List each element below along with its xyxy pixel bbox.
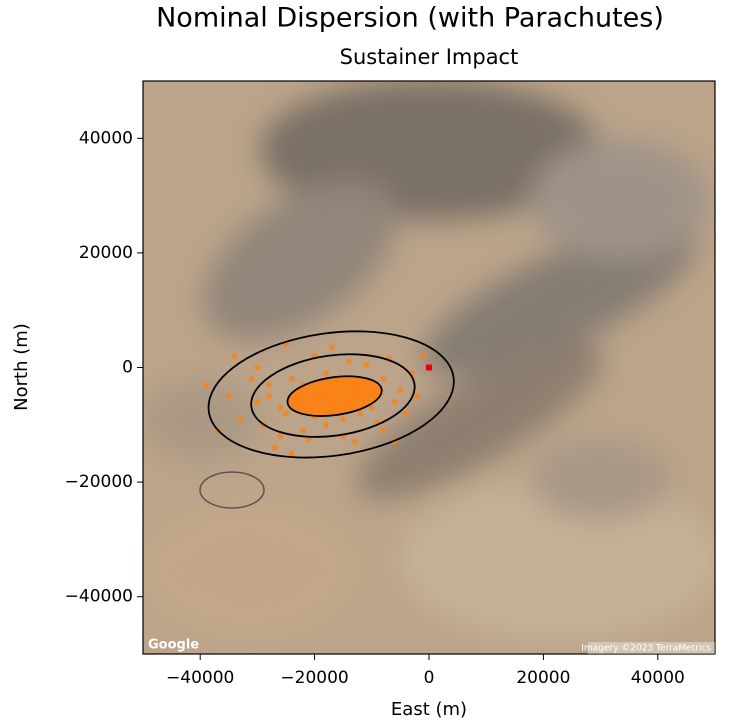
map-credit: Google: [148, 638, 199, 653]
y-tick-label: −20000: [65, 472, 133, 492]
impact-point: [323, 421, 330, 428]
map-background: [143, 81, 715, 654]
impact-point: [380, 375, 387, 382]
impact-point: [340, 416, 347, 423]
impact-point: [328, 344, 335, 351]
impact-point: [237, 416, 244, 423]
impact-point: [368, 404, 375, 411]
impact-point: [225, 393, 232, 400]
dispersion-ellipse: [286, 375, 383, 417]
impact-point: [248, 375, 255, 382]
impact-point: [254, 364, 261, 371]
y-tick-label: 40000: [79, 128, 133, 148]
impact-point: [277, 404, 284, 411]
impact-point: [254, 398, 261, 405]
x-tick-label: −20000: [280, 668, 348, 688]
impact-point: [403, 410, 410, 417]
impact-point: [283, 410, 289, 417]
impact-point: [357, 410, 364, 417]
y-tick-label: −40000: [65, 587, 133, 607]
impact-point: [391, 398, 398, 405]
plot-area: [202, 330, 455, 459]
impact-point: [345, 358, 352, 365]
x-tick-label: 40000: [631, 668, 685, 688]
impact-point: [277, 433, 284, 440]
impact-point: [231, 353, 238, 360]
impact-point: [414, 393, 421, 400]
impact-point: [351, 438, 358, 445]
impact-point: [265, 381, 272, 388]
chart-title: Nominal Dispersion (with Parachutes): [156, 3, 664, 34]
impact-point: [288, 375, 295, 382]
chart-subtitle: Sustainer Impact: [340, 45, 519, 69]
impact-point: [397, 387, 404, 394]
x-axis-label: East (m): [391, 699, 467, 720]
x-tick-label: −40000: [166, 668, 234, 688]
map-credit: Imagery ©2023 TerraMetrics: [581, 644, 711, 654]
dispersion-ellipse: [207, 330, 455, 459]
impact-point: [300, 427, 307, 434]
dispersion-ellipse: [250, 353, 416, 438]
impact-point: [380, 427, 387, 434]
y-axis-label: North (m): [11, 323, 32, 411]
y-tick-label: 20000: [79, 243, 133, 263]
impact-point: [288, 450, 295, 457]
impact-point: [323, 370, 330, 377]
x-tick-label: 20000: [516, 668, 570, 688]
impact-point: [363, 361, 370, 368]
impact-point: [202, 381, 209, 388]
impact-point: [271, 444, 278, 451]
y-tick-label: 0: [122, 358, 133, 378]
impact-point: [265, 393, 272, 400]
impact-point: [283, 341, 289, 348]
credit-backdrop: [588, 642, 715, 654]
launch-point: [426, 364, 432, 371]
impact-point: [420, 353, 427, 360]
x-tick-label: 0: [424, 668, 435, 688]
